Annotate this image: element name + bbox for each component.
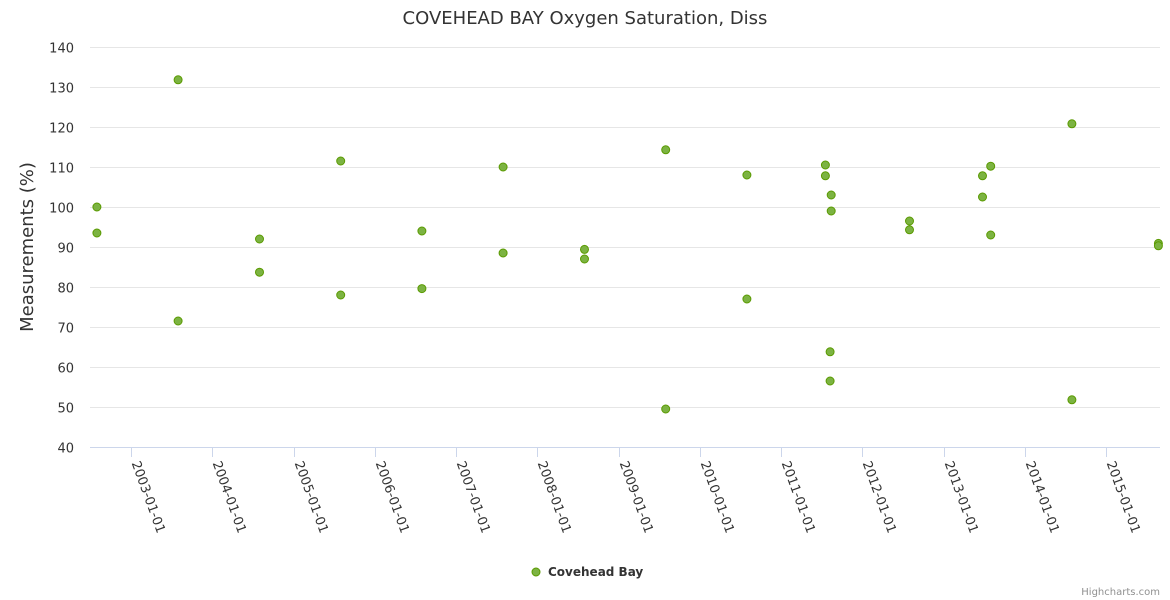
data-point[interactable] xyxy=(986,230,996,240)
y-tick-label: 120 xyxy=(49,122,74,137)
y-tick-label: 50 xyxy=(57,402,74,417)
data-points xyxy=(92,75,1163,414)
data-point[interactable] xyxy=(905,225,914,235)
data-point[interactable] xyxy=(825,376,835,386)
data-point[interactable] xyxy=(255,234,264,244)
data-point[interactable] xyxy=(173,316,183,326)
data-point[interactable] xyxy=(92,228,102,238)
x-tick-label: 2011-01-01 xyxy=(778,459,818,535)
y-tick-label: 90 xyxy=(57,242,74,257)
x-tick-label: 2015-01-01 xyxy=(1103,459,1143,535)
legend-item-covehead-bay[interactable]: Covehead Bay xyxy=(531,565,643,579)
data-point[interactable] xyxy=(580,244,589,254)
y-axis-label: Measurements (%) xyxy=(17,162,38,332)
x-tick-label: 2004-01-01 xyxy=(209,459,249,535)
x-tick-label: 2006-01-01 xyxy=(372,459,412,535)
y-tick-label: 60 xyxy=(57,362,74,377)
data-point[interactable] xyxy=(978,171,987,181)
x-tick-label: 2010-01-01 xyxy=(697,459,737,535)
chart-title: COVEHEAD BAY Oxygen Saturation, Diss xyxy=(403,8,768,29)
y-axis-ticks: 40 50 60 70 80 90 100 110 120 130 140 xyxy=(49,42,74,457)
data-point[interactable] xyxy=(661,145,671,155)
y-tick-label: 110 xyxy=(49,162,74,177)
y-tick-label: 130 xyxy=(49,82,74,97)
x-tick-label: 2008-01-01 xyxy=(534,459,574,535)
data-point[interactable] xyxy=(825,347,835,357)
data-point[interactable] xyxy=(826,206,836,216)
data-point[interactable] xyxy=(417,284,427,294)
x-tick-label: 2012-01-01 xyxy=(859,459,899,535)
grid-lines xyxy=(90,47,1160,408)
data-point[interactable] xyxy=(92,202,102,212)
data-point[interactable] xyxy=(255,267,264,277)
legend-marker xyxy=(531,567,541,577)
y-tick-label: 40 xyxy=(57,442,74,457)
y-tick-label: 100 xyxy=(49,202,74,217)
data-point[interactable] xyxy=(661,404,671,414)
x-tick-label: 2009-01-01 xyxy=(616,459,656,535)
data-point[interactable] xyxy=(1067,395,1077,405)
y-tick-label: 140 xyxy=(49,42,74,57)
y-tick-label: 80 xyxy=(57,282,74,297)
data-point[interactable] xyxy=(820,160,830,170)
x-tick-label: 2003-01-01 xyxy=(128,459,168,535)
legend-label: Covehead Bay xyxy=(548,565,643,579)
x-tick-label: 2005-01-01 xyxy=(291,459,331,535)
credits-link[interactable]: Highcharts.com xyxy=(1081,587,1160,598)
data-point[interactable] xyxy=(905,216,914,226)
data-point[interactable] xyxy=(1153,241,1163,251)
y-tick-label: 70 xyxy=(57,322,74,337)
data-point[interactable] xyxy=(336,290,346,300)
data-point[interactable] xyxy=(986,161,996,171)
data-point[interactable] xyxy=(742,170,752,180)
x-tick-label: 2007-01-01 xyxy=(453,459,493,535)
data-point[interactable] xyxy=(498,248,508,258)
data-point[interactable] xyxy=(820,171,830,181)
data-point[interactable] xyxy=(1067,119,1077,129)
data-point[interactable] xyxy=(336,156,346,166)
data-point[interactable] xyxy=(978,192,987,202)
data-point[interactable] xyxy=(580,254,589,264)
data-point[interactable] xyxy=(417,226,427,236)
data-point[interactable] xyxy=(498,162,508,172)
x-tick-label: 2013-01-01 xyxy=(941,459,981,535)
x-tick-label: 2014-01-01 xyxy=(1022,459,1062,535)
data-point[interactable] xyxy=(742,294,752,304)
x-axis-ticks: 2003-01-01 2004-01-01 2005-01-01 2006-01-01… xyxy=(128,447,1143,535)
data-point[interactable] xyxy=(826,190,836,200)
data-point[interactable] xyxy=(173,75,183,85)
